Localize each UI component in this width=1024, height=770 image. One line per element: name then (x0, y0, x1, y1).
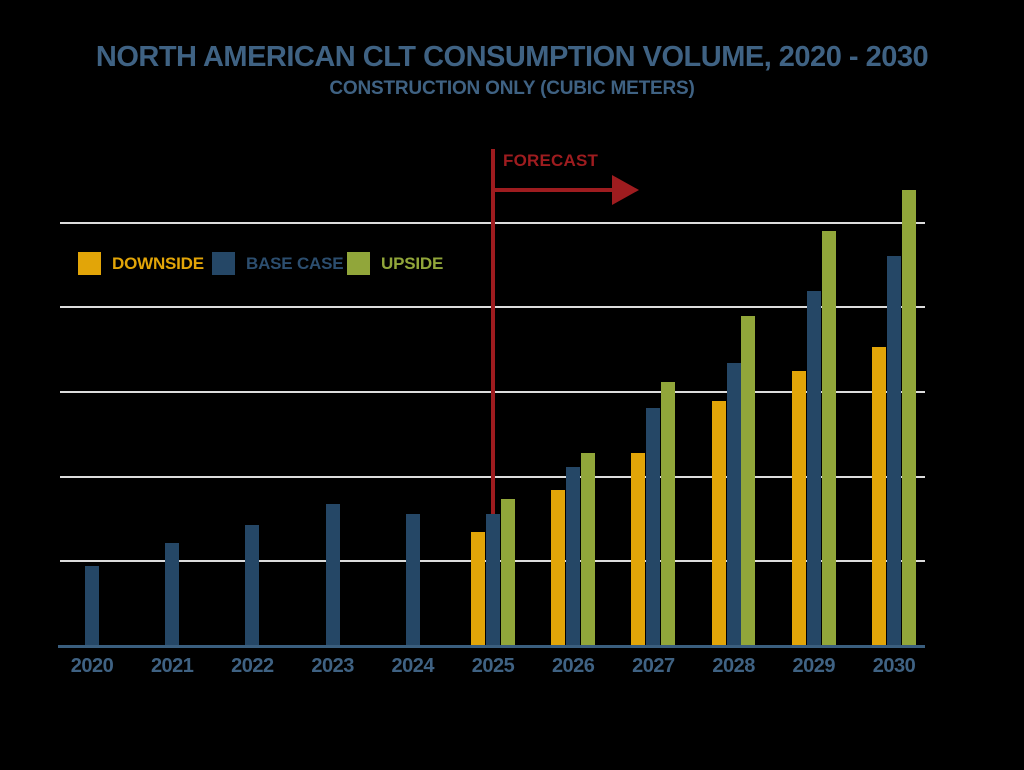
forecast-arrow-head-icon (612, 175, 639, 205)
bar-2028-downside (711, 401, 726, 646)
x-axis-label-2029: 2029 (792, 655, 836, 677)
legend-item-upside: UPSIDE (347, 252, 443, 275)
legend-label-base_case: BASE CASE (246, 254, 344, 273)
legend-item-downside: DOWNSIDE (78, 252, 204, 275)
legend-label-upside: UPSIDE (381, 254, 444, 273)
bar-2027-upside (661, 381, 676, 646)
x-axis-label-2026: 2026 (551, 655, 595, 677)
forecast-divider-line (491, 149, 495, 646)
x-axis-label-2021: 2021 (150, 655, 194, 677)
bar-2021-base_case (165, 542, 180, 646)
bar-2024-base_case (405, 513, 420, 646)
bar-2030-upside (901, 190, 916, 646)
bar-2026-downside (551, 490, 566, 646)
legend-swatch-upside (347, 252, 370, 275)
bar-2025-downside (471, 531, 485, 646)
x-axis-label-2027: 2027 (632, 655, 675, 677)
bar-2027-base_case (646, 407, 661, 646)
forecast-label: FORECAST (503, 151, 599, 170)
bar-2025-base_case (486, 513, 500, 646)
x-axis-label-2022: 2022 (231, 655, 274, 677)
chart-subtitle: CONSTRUCTION ONLY (CUBIC METERS) (329, 78, 695, 99)
bar-2030-downside (872, 347, 886, 646)
bar-2030-base_case (887, 256, 901, 646)
bar-2029-base_case (806, 291, 821, 646)
x-axis-label-2023: 2023 (311, 655, 354, 677)
x-axis-label-2030: 2030 (872, 655, 916, 677)
bar-2020-base_case (85, 566, 99, 646)
legend-swatch-base_case (212, 252, 235, 275)
legend-swatch-downside (78, 252, 101, 275)
x-axis-label-2020: 2020 (70, 655, 114, 677)
bar-2026-base_case (566, 467, 581, 646)
legend-item-base_case: BASE CASE (212, 252, 344, 275)
bar-2022-base_case (245, 524, 260, 646)
bar-2028-upside (741, 315, 756, 646)
x-axis-label-2028: 2028 (712, 655, 755, 677)
chart-title: NORTH AMERICAN CLT CONSUMPTION VOLUME, 2… (95, 41, 929, 73)
x-axis-label-2025: 2025 (471, 655, 515, 677)
forecast-arrow-shaft (493, 188, 613, 192)
bar-2025-upside (500, 498, 515, 646)
bar-2027-downside (631, 452, 646, 646)
x-axis-line (58, 645, 925, 648)
legend-label-downside: DOWNSIDE (112, 254, 204, 273)
x-axis-label-2024: 2024 (391, 655, 435, 677)
bar-2028-base_case (726, 363, 741, 646)
bar-2029-upside (821, 230, 836, 646)
bar-2023-base_case (325, 503, 340, 646)
bar-2026-upside (580, 452, 595, 646)
bar-2029-downside (791, 370, 806, 646)
